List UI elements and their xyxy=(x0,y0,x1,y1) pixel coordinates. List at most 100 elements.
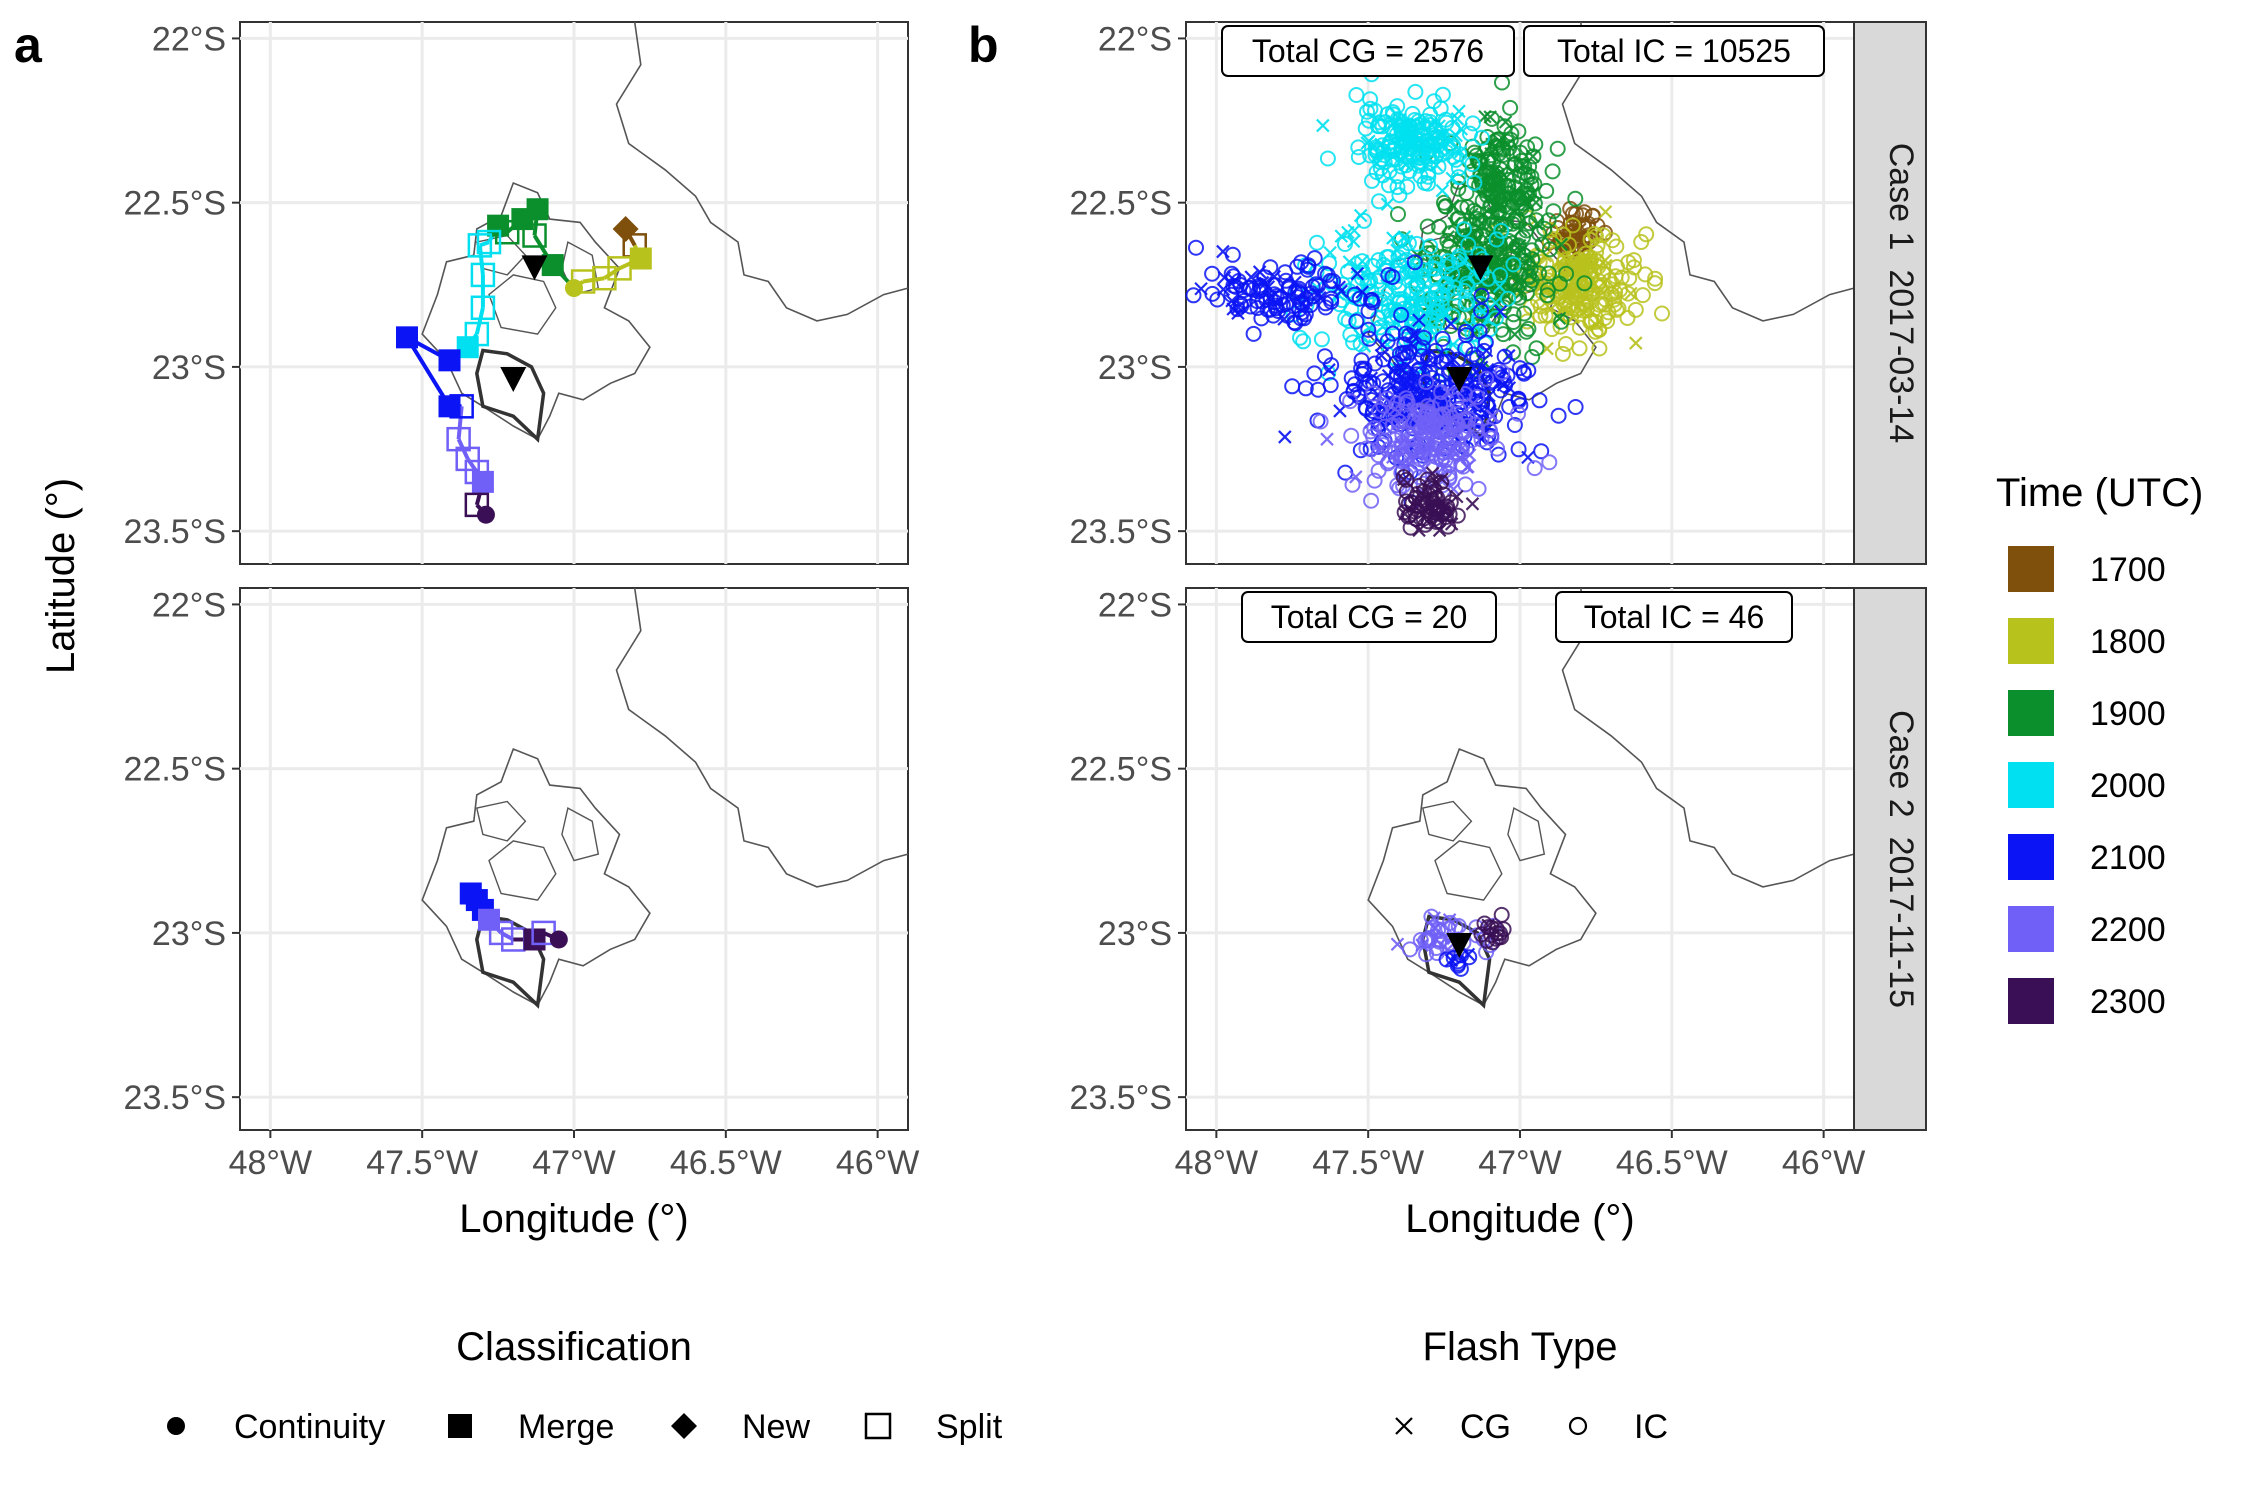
ic-flash xyxy=(1383,310,1400,327)
ic-flash xyxy=(1495,147,1512,163)
ic-flash xyxy=(1395,469,1412,486)
x-tick-label: 47.5°W xyxy=(366,1144,478,1182)
ic-flash xyxy=(1483,147,1500,164)
x-tick-label: 46.5°W xyxy=(1616,1144,1728,1182)
ic-flash xyxy=(1380,267,1397,283)
y-tick-label: 23°S xyxy=(152,915,226,953)
ic-flash xyxy=(1366,355,1383,372)
merge-marker xyxy=(523,928,546,951)
legend-time-label: 1700 xyxy=(2090,551,2166,589)
cg-flash xyxy=(1440,274,1455,289)
ic-flash xyxy=(1464,325,1481,342)
total-cg-case2: Total CG = 20 xyxy=(1271,599,1468,635)
ic-flash xyxy=(1504,235,1521,252)
merge-icon xyxy=(448,1414,472,1438)
ic-flash xyxy=(1420,446,1437,463)
municipal-boundary xyxy=(475,800,527,842)
ic-flash xyxy=(1450,351,1466,368)
ic-flash xyxy=(1474,177,1491,194)
ic-flash xyxy=(1584,207,1601,224)
y-tick-label: 22.5°S xyxy=(1070,185,1172,223)
ic-flash xyxy=(1476,342,1492,359)
legend-time-label: 2100 xyxy=(2090,839,2166,877)
ic-flash xyxy=(1400,235,1417,252)
ic-flash xyxy=(1319,150,1336,167)
ic-flash xyxy=(1467,416,1484,433)
split-marker xyxy=(476,229,502,255)
cg-flash xyxy=(1479,343,1494,358)
ic-flash xyxy=(1407,503,1424,520)
cg-flash xyxy=(1322,363,1336,377)
ic-flash xyxy=(1466,174,1483,191)
cg-flash xyxy=(1299,293,1314,307)
x-tick-label: 46.5°W xyxy=(670,1144,782,1182)
ic-flash xyxy=(1519,185,1535,202)
panel-a-case1 xyxy=(239,21,909,565)
ic-flash xyxy=(1362,423,1379,440)
legend-time-label: 1800 xyxy=(2090,623,2166,661)
cg-flash xyxy=(1353,328,1367,343)
ic-flash xyxy=(1366,420,1383,437)
ic-flash xyxy=(1450,160,1467,177)
ic-flash xyxy=(1323,290,1340,307)
ic-flash xyxy=(1646,275,1663,292)
split-marker xyxy=(470,262,496,288)
ic-flash xyxy=(1459,293,1476,310)
ic-flash xyxy=(1502,99,1519,116)
ic-flash xyxy=(1380,138,1397,155)
cg-flash xyxy=(1425,466,1440,481)
merge-marker xyxy=(396,326,418,349)
track-segment xyxy=(479,240,490,248)
ic-flash xyxy=(1494,276,1511,293)
y-tick-label: 23°S xyxy=(1098,915,1172,953)
ic-flash xyxy=(1487,408,1504,425)
cg-flash xyxy=(1449,128,1463,143)
ic-flash xyxy=(1478,370,1495,387)
x-tick-label: 47°W xyxy=(1478,1144,1562,1182)
municipal-boundary xyxy=(1434,840,1503,901)
ic-flash xyxy=(1473,129,1490,146)
ic-flash xyxy=(1445,139,1462,156)
ic-flash xyxy=(1417,411,1434,428)
ic-flash xyxy=(1379,333,1396,350)
cg-flash xyxy=(1397,416,1412,431)
ic-flash xyxy=(1404,368,1421,385)
track-segment xyxy=(603,266,621,280)
municipal-boundary xyxy=(488,840,557,901)
legend-time-swatch xyxy=(2008,978,2054,1024)
ic-flash xyxy=(1558,265,1575,282)
ic-flash xyxy=(1370,447,1387,464)
ic-flash xyxy=(1510,405,1526,422)
state-border xyxy=(1561,587,1855,888)
facet-strip-case1-label: Case 1 2017-03-14 xyxy=(1882,143,1920,444)
cg-flash xyxy=(1216,282,1231,297)
ic-flash xyxy=(1500,171,1517,188)
study-area-boundary xyxy=(475,914,546,1009)
ic-flash xyxy=(1408,119,1425,136)
cg-flash xyxy=(1429,158,1444,172)
ic-flash xyxy=(1513,260,1530,277)
ic-flash xyxy=(1539,281,1556,298)
ic-flash xyxy=(1594,295,1611,312)
ic-flash xyxy=(1398,471,1415,488)
ic-flash xyxy=(1377,418,1394,435)
ic-flash xyxy=(1370,252,1387,269)
ic-flash xyxy=(1321,255,1338,272)
ic-flash xyxy=(1389,179,1406,196)
ic-flash xyxy=(1607,284,1624,301)
track-segment xyxy=(474,307,485,335)
merge-marker xyxy=(541,254,564,277)
cg-flash xyxy=(1415,136,1430,150)
ic-flash xyxy=(1428,433,1445,450)
ic-flash xyxy=(1532,307,1549,324)
legend-classification-label: Merge xyxy=(518,1408,614,1446)
x-tick-label: 47.5°W xyxy=(1312,1144,1424,1182)
ic-flash xyxy=(1505,314,1522,330)
ic-flash xyxy=(1366,472,1383,489)
ic-flash xyxy=(1541,454,1558,471)
ic-flash xyxy=(1348,87,1365,103)
ic-flash xyxy=(1426,269,1443,286)
ic-flash xyxy=(1393,306,1410,323)
cg-flash xyxy=(1334,229,1349,243)
